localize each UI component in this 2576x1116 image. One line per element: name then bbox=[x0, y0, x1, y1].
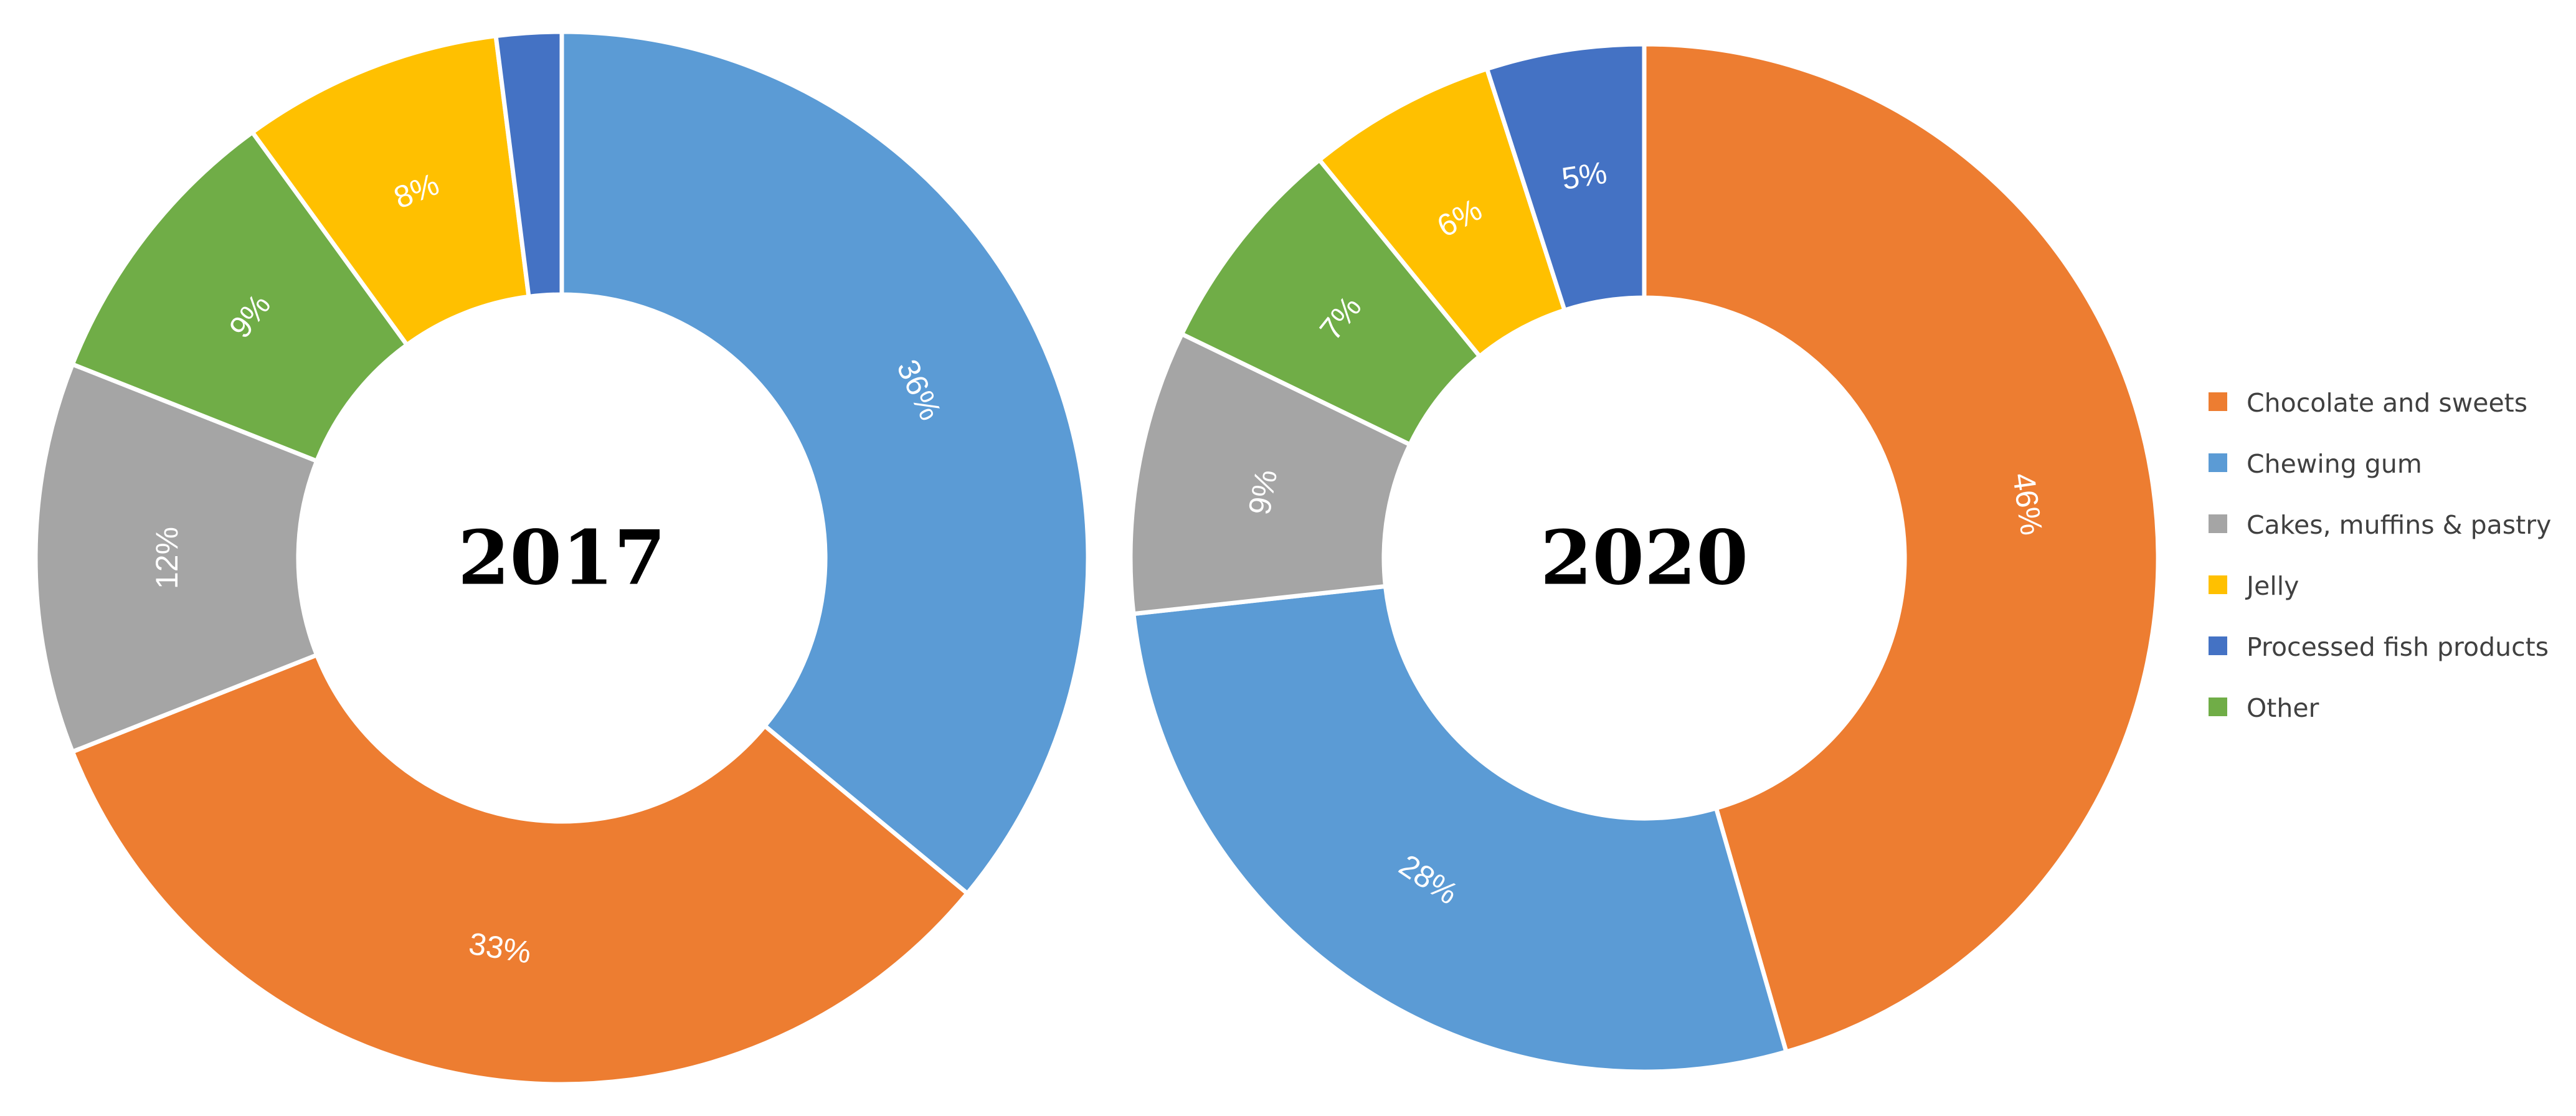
slice-2017-processed-fish-products bbox=[493, 29, 564, 299]
legend-label: Other bbox=[2247, 693, 2319, 723]
legend-label: Chocolate and sweets bbox=[2247, 388, 2527, 418]
slice-2017-chewing-gum bbox=[559, 29, 1091, 896]
legend: Chocolate and sweets Chewing gum Cakes, … bbox=[2209, 388, 2551, 723]
legend-item-cakes-muffins-pastry: Cakes, muffins & pastry bbox=[2209, 510, 2551, 540]
legend-label: Processed fish products bbox=[2247, 632, 2549, 662]
slice-2020-chocolate-and-sweets bbox=[1642, 42, 2161, 1054]
legend-label: Jelly bbox=[2245, 571, 2299, 601]
donut-2020: 46%28%9%7%6%5% 2020 bbox=[1128, 42, 2161, 1074]
data-label-2020-chocolate-and-sweets: 46% bbox=[2006, 471, 2049, 537]
legend-item-processed-fish-products: Processed fish products bbox=[2209, 632, 2549, 662]
legend-item-jelly: Jelly bbox=[2209, 571, 2299, 601]
slice-2020-processed-fish-products bbox=[1485, 42, 1647, 313]
legend-swatch bbox=[2209, 575, 2227, 594]
slice-2017-jelly bbox=[250, 34, 531, 348]
slice-2020-other bbox=[1180, 158, 1482, 447]
data-label-2017-cakes-muffins-pastry: 12% bbox=[149, 527, 184, 589]
legend-swatch bbox=[2209, 453, 2227, 472]
data-label-2020-processed-fish-products: 5% bbox=[1560, 155, 1609, 197]
legend-swatch bbox=[2209, 514, 2227, 533]
legend-label: Cakes, muffins & pastry bbox=[2247, 510, 2551, 540]
slice-2020-chewing-gum bbox=[1131, 584, 1789, 1074]
legend-swatch bbox=[2209, 392, 2227, 411]
data-label-2020-cakes-muffins-pastry: 9% bbox=[1242, 467, 1284, 518]
slice-2017-cakes-muffins-pastry bbox=[33, 362, 320, 754]
slice-2017-other bbox=[70, 130, 409, 463]
donut-2017-title: 2017 bbox=[458, 514, 666, 602]
slice-2017-chocolate-and-sweets bbox=[70, 653, 970, 1087]
legend-swatch bbox=[2209, 636, 2227, 655]
legend-label: Chewing gum bbox=[2247, 449, 2422, 479]
legend-item-other: Other bbox=[2209, 693, 2319, 723]
slice-2020-cakes-muffins-pastry bbox=[1128, 331, 1413, 617]
legend-item-chewing-gum: Chewing gum bbox=[2209, 449, 2422, 479]
legend-item-chocolate-and-sweets: Chocolate and sweets bbox=[2209, 388, 2527, 418]
donut-2017: 36%33%12%9%8% 2017 bbox=[33, 29, 1091, 1087]
donut-2020-title: 2020 bbox=[1540, 514, 1748, 602]
legend-swatch bbox=[2209, 698, 2227, 716]
